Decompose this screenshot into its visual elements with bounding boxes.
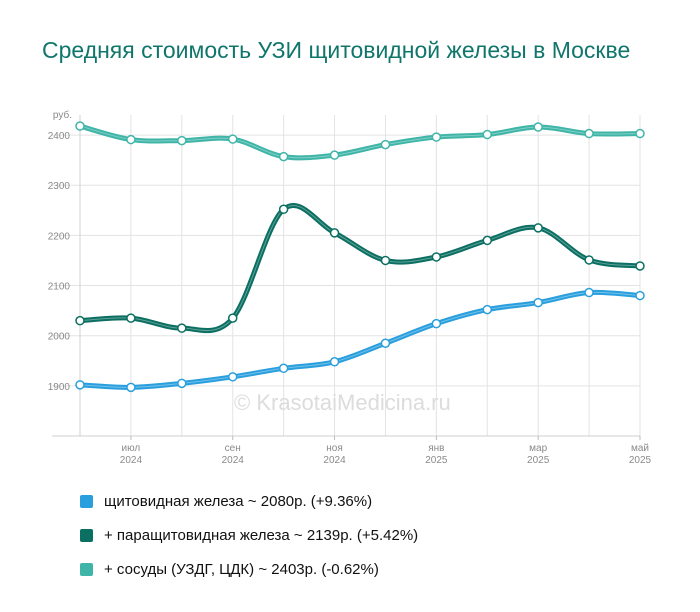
data-point — [635, 128, 645, 139]
legend-swatch — [80, 494, 93, 508]
legend-label: щитовидная железа ~ 2080р. (+9.36%) — [104, 492, 373, 510]
data-point — [177, 135, 187, 146]
y-tick-label: 2100 — [48, 282, 71, 293]
data-point — [227, 372, 238, 382]
data-point — [126, 313, 136, 323]
data-point — [278, 363, 289, 374]
x-tick-label-year: 2025 — [425, 455, 448, 466]
data-point — [329, 357, 340, 367]
data-point — [635, 261, 645, 271]
x-tick-label-year: 2024 — [222, 455, 245, 466]
data-point — [584, 255, 594, 265]
series-line-thyroid — [77, 289, 643, 390]
data-point — [533, 297, 543, 308]
y-tick-label: 2000 — [48, 332, 71, 343]
data-point — [126, 134, 136, 145]
data-point — [482, 304, 493, 315]
legend: щитовидная железа ~ 2080р. (+9.36%) + па… — [80, 484, 418, 586]
watermark: © KrasotaiMedicina.ru — [234, 390, 451, 415]
legend-item-thyroid[interactable]: щитовидная железа ~ 2080р. (+9.36%) — [80, 484, 418, 518]
data-point — [278, 204, 289, 215]
data-point — [380, 338, 391, 348]
series-line-parathyroid-highlight — [79, 205, 641, 332]
legend-label: + паращитовидная железа ~ 2139р. (+5.42%… — [104, 526, 419, 544]
data-point — [635, 290, 645, 301]
x-tick-label-year: 2024 — [323, 455, 346, 466]
x-tick-label-month: янв — [428, 443, 444, 454]
x-tick-label-month: мар — [529, 443, 547, 454]
data-point — [380, 139, 391, 150]
data-point — [482, 129, 493, 140]
data-point — [329, 228, 340, 238]
data-point — [177, 378, 187, 389]
data-point — [431, 132, 442, 142]
legend-label: + сосуды (УЗДГ, ЦДК) ~ 2403р. (-0.62%) — [104, 560, 379, 578]
x-tick-label-year: 2024 — [120, 455, 143, 466]
legend-swatch — [80, 528, 93, 542]
data-point — [533, 122, 543, 132]
y-tick-label: 2200 — [48, 231, 71, 242]
y-axis-unit: руб. — [53, 109, 72, 121]
data-point — [584, 287, 594, 298]
data-point — [75, 380, 85, 390]
data-point — [431, 318, 442, 329]
x-tick-label-month: ноя — [326, 443, 343, 454]
legend-item-parathyroid[interactable]: + паращитовидная железа ~ 2139р. (+5.42%… — [80, 518, 418, 552]
series-line-parathyroid — [77, 203, 643, 334]
data-point — [533, 223, 543, 233]
legend-swatch — [80, 562, 93, 576]
series-line-vessels — [77, 123, 643, 161]
series-line-thyroid-highlight — [79, 291, 641, 388]
x-tick-label-month: июл — [122, 443, 141, 454]
data-point — [227, 313, 238, 323]
y-tick-label: 2400 — [48, 131, 71, 142]
data-point — [278, 151, 289, 162]
data-point — [482, 235, 493, 246]
x-tick-label-year: 2025 — [527, 455, 550, 466]
y-tick-label: 2300 — [48, 181, 71, 192]
x-tick-label-month: май — [631, 443, 649, 454]
y-tick-label: 1900 — [48, 382, 71, 393]
x-tick-label-year: 2025 — [629, 455, 652, 466]
data-point — [380, 255, 391, 266]
data-point — [227, 134, 238, 144]
data-point — [75, 315, 85, 326]
data-point — [75, 121, 85, 131]
data-point — [431, 252, 442, 262]
x-tick-label-month: сен — [225, 443, 241, 454]
data-point — [329, 150, 340, 160]
data-point — [126, 382, 136, 393]
data-point — [584, 128, 594, 139]
legend-item-vessels[interactable]: + сосуды (УЗДГ, ЦДК) ~ 2403р. (-0.62%) — [80, 552, 418, 586]
data-point — [177, 323, 187, 333]
chart-title: Средняя стоимость УЗИ щитовидной железы … — [42, 37, 631, 63]
